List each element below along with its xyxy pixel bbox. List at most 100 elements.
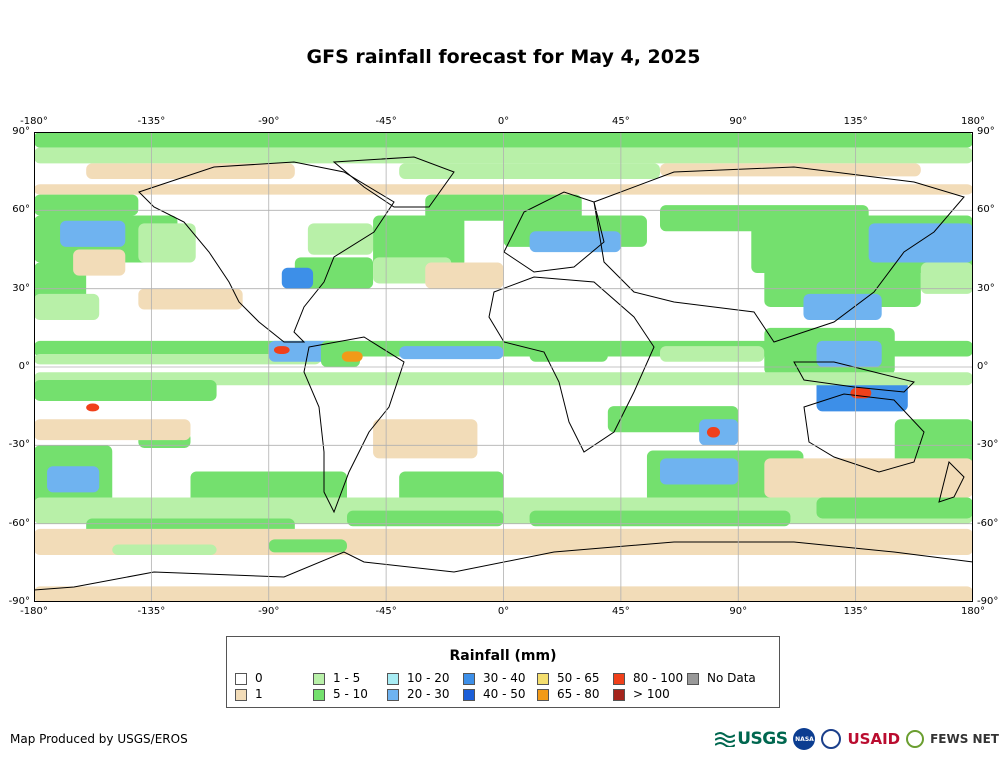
longitude-tick-bottom: -180° xyxy=(20,606,48,617)
legend: Rainfall (mm) 0 1 1 - 5 5 - 10 10 - 20 20 - 3… xyxy=(226,636,780,708)
legend-label: 40 - 50 xyxy=(483,687,526,701)
rainfall-area xyxy=(399,471,504,503)
longitude-tick-top: -90° xyxy=(258,116,280,127)
legend-item: 40 - 50 xyxy=(463,687,526,701)
rainfall-area xyxy=(268,340,334,362)
map-canvas xyxy=(34,132,973,602)
latitude-tick-left: 30° xyxy=(12,282,30,294)
rainfall-area xyxy=(529,510,791,527)
legend-label: 1 xyxy=(255,687,263,701)
longitude-tick-bottom: -90° xyxy=(258,606,280,617)
graticule xyxy=(34,132,973,602)
fews-net-wordmark: FEWS NET xyxy=(930,732,999,746)
latitude-tick-right: 30° xyxy=(977,282,995,294)
rainfall-area xyxy=(341,351,363,362)
longitude-tick-bottom: 0° xyxy=(497,606,510,617)
rainfall-area xyxy=(660,458,739,485)
rainfall-area xyxy=(425,262,504,289)
rainfall-area xyxy=(47,466,100,493)
rainfall-area xyxy=(112,544,217,555)
indonesia-outline xyxy=(793,361,915,393)
map-border xyxy=(34,132,973,602)
longitude-tick-top: 0° xyxy=(497,116,510,127)
africa-outline xyxy=(488,276,655,453)
credit-text: Map Produced by USGS/EROS xyxy=(10,732,188,746)
map-title: GFS rainfall forecast for May 4, 2025 xyxy=(306,46,701,68)
legend-swatch xyxy=(463,688,475,701)
rainfall-area xyxy=(660,346,765,362)
legend-swatch xyxy=(235,672,247,685)
legend-swatch xyxy=(235,688,247,701)
legend-label: > 100 xyxy=(633,687,670,701)
rainfall-area xyxy=(373,419,478,459)
usgs-wave-icon xyxy=(715,732,736,747)
legend-label: 80 - 100 xyxy=(633,671,684,685)
rainfall-area xyxy=(529,346,608,362)
legend-swatch xyxy=(313,672,325,685)
latitude-tick-left: -30° xyxy=(8,439,30,451)
legend-item: 1 xyxy=(235,687,263,701)
legend-item: 5 - 10 xyxy=(313,687,368,701)
latitude-tick-left: -90° xyxy=(8,596,30,607)
rainfall-area xyxy=(34,419,191,441)
rainfall-area xyxy=(399,163,660,179)
legend-label: 20 - 30 xyxy=(407,687,450,701)
antarctica-outline xyxy=(34,541,973,602)
rainfall-area xyxy=(73,249,126,276)
rainfall-area xyxy=(273,346,290,354)
latitude-tick-right: 90° xyxy=(977,126,995,137)
longitude-tick-bottom: 45° xyxy=(612,606,630,617)
legend-item: 20 - 30 xyxy=(387,687,450,701)
europe-outline xyxy=(503,191,605,273)
rainfall-area xyxy=(764,458,973,498)
legend-swatch xyxy=(613,688,625,701)
legend-label: 65 - 80 xyxy=(557,687,600,701)
latitude-tick-right: -30° xyxy=(977,439,999,451)
rainfall-area xyxy=(34,293,100,320)
legend-item: 50 - 65 xyxy=(537,671,600,685)
rainfall-area xyxy=(60,220,126,247)
rainfall-area xyxy=(399,346,504,360)
legend-swatch xyxy=(313,688,325,701)
greenland-outline xyxy=(332,156,455,208)
legend-item: 0 xyxy=(235,671,263,685)
longitude-tick-bottom: -135° xyxy=(137,606,166,617)
usaid-seal-icon xyxy=(821,729,842,749)
rainfall-area xyxy=(34,353,321,365)
usgs-wordmark: USGS xyxy=(737,729,788,749)
legend-label: 1 - 5 xyxy=(333,671,361,685)
south-america-outline xyxy=(303,336,405,514)
legend-item: 1 - 5 xyxy=(313,671,360,685)
nasa-logo: NASA xyxy=(793,728,816,750)
usgs-logo: USGS xyxy=(715,729,788,749)
legend-item: 65 - 80 xyxy=(537,687,600,701)
rainfall-area xyxy=(706,427,720,438)
rainfall-area xyxy=(281,267,314,289)
rainfall-area xyxy=(307,223,374,255)
rainfall-area xyxy=(660,163,921,177)
rainfall-area xyxy=(816,340,882,367)
latitude-tick-right: -60° xyxy=(977,517,999,529)
landmass-outlines xyxy=(34,156,973,602)
rainfall-area xyxy=(86,163,295,179)
legend-swatch xyxy=(387,672,399,685)
legend-item: 80 - 100 xyxy=(613,671,683,685)
australia-outline xyxy=(803,393,925,473)
usaid-wordmark: USAID xyxy=(847,730,901,748)
rainfall-area xyxy=(294,257,374,289)
longitude-tick-top: 45° xyxy=(612,116,630,127)
legend-label: No Data xyxy=(707,671,756,685)
legend-swatch xyxy=(537,672,549,685)
rainfall-area xyxy=(268,539,347,553)
legend-item: 30 - 40 xyxy=(463,671,526,685)
fews-net-icon xyxy=(906,730,925,748)
north-america-outline xyxy=(138,161,395,343)
rainfall-area xyxy=(34,262,87,302)
longitude-tick-bottom: 135° xyxy=(843,606,868,617)
rainfall-area xyxy=(34,380,217,401)
latitude-tick-left: 60° xyxy=(12,204,30,216)
rainfall-area xyxy=(138,223,196,263)
legend-item: 10 - 20 xyxy=(387,671,450,685)
legend-title: Rainfall (mm) xyxy=(449,648,557,664)
longitude-tick-top: -180° xyxy=(20,116,48,127)
